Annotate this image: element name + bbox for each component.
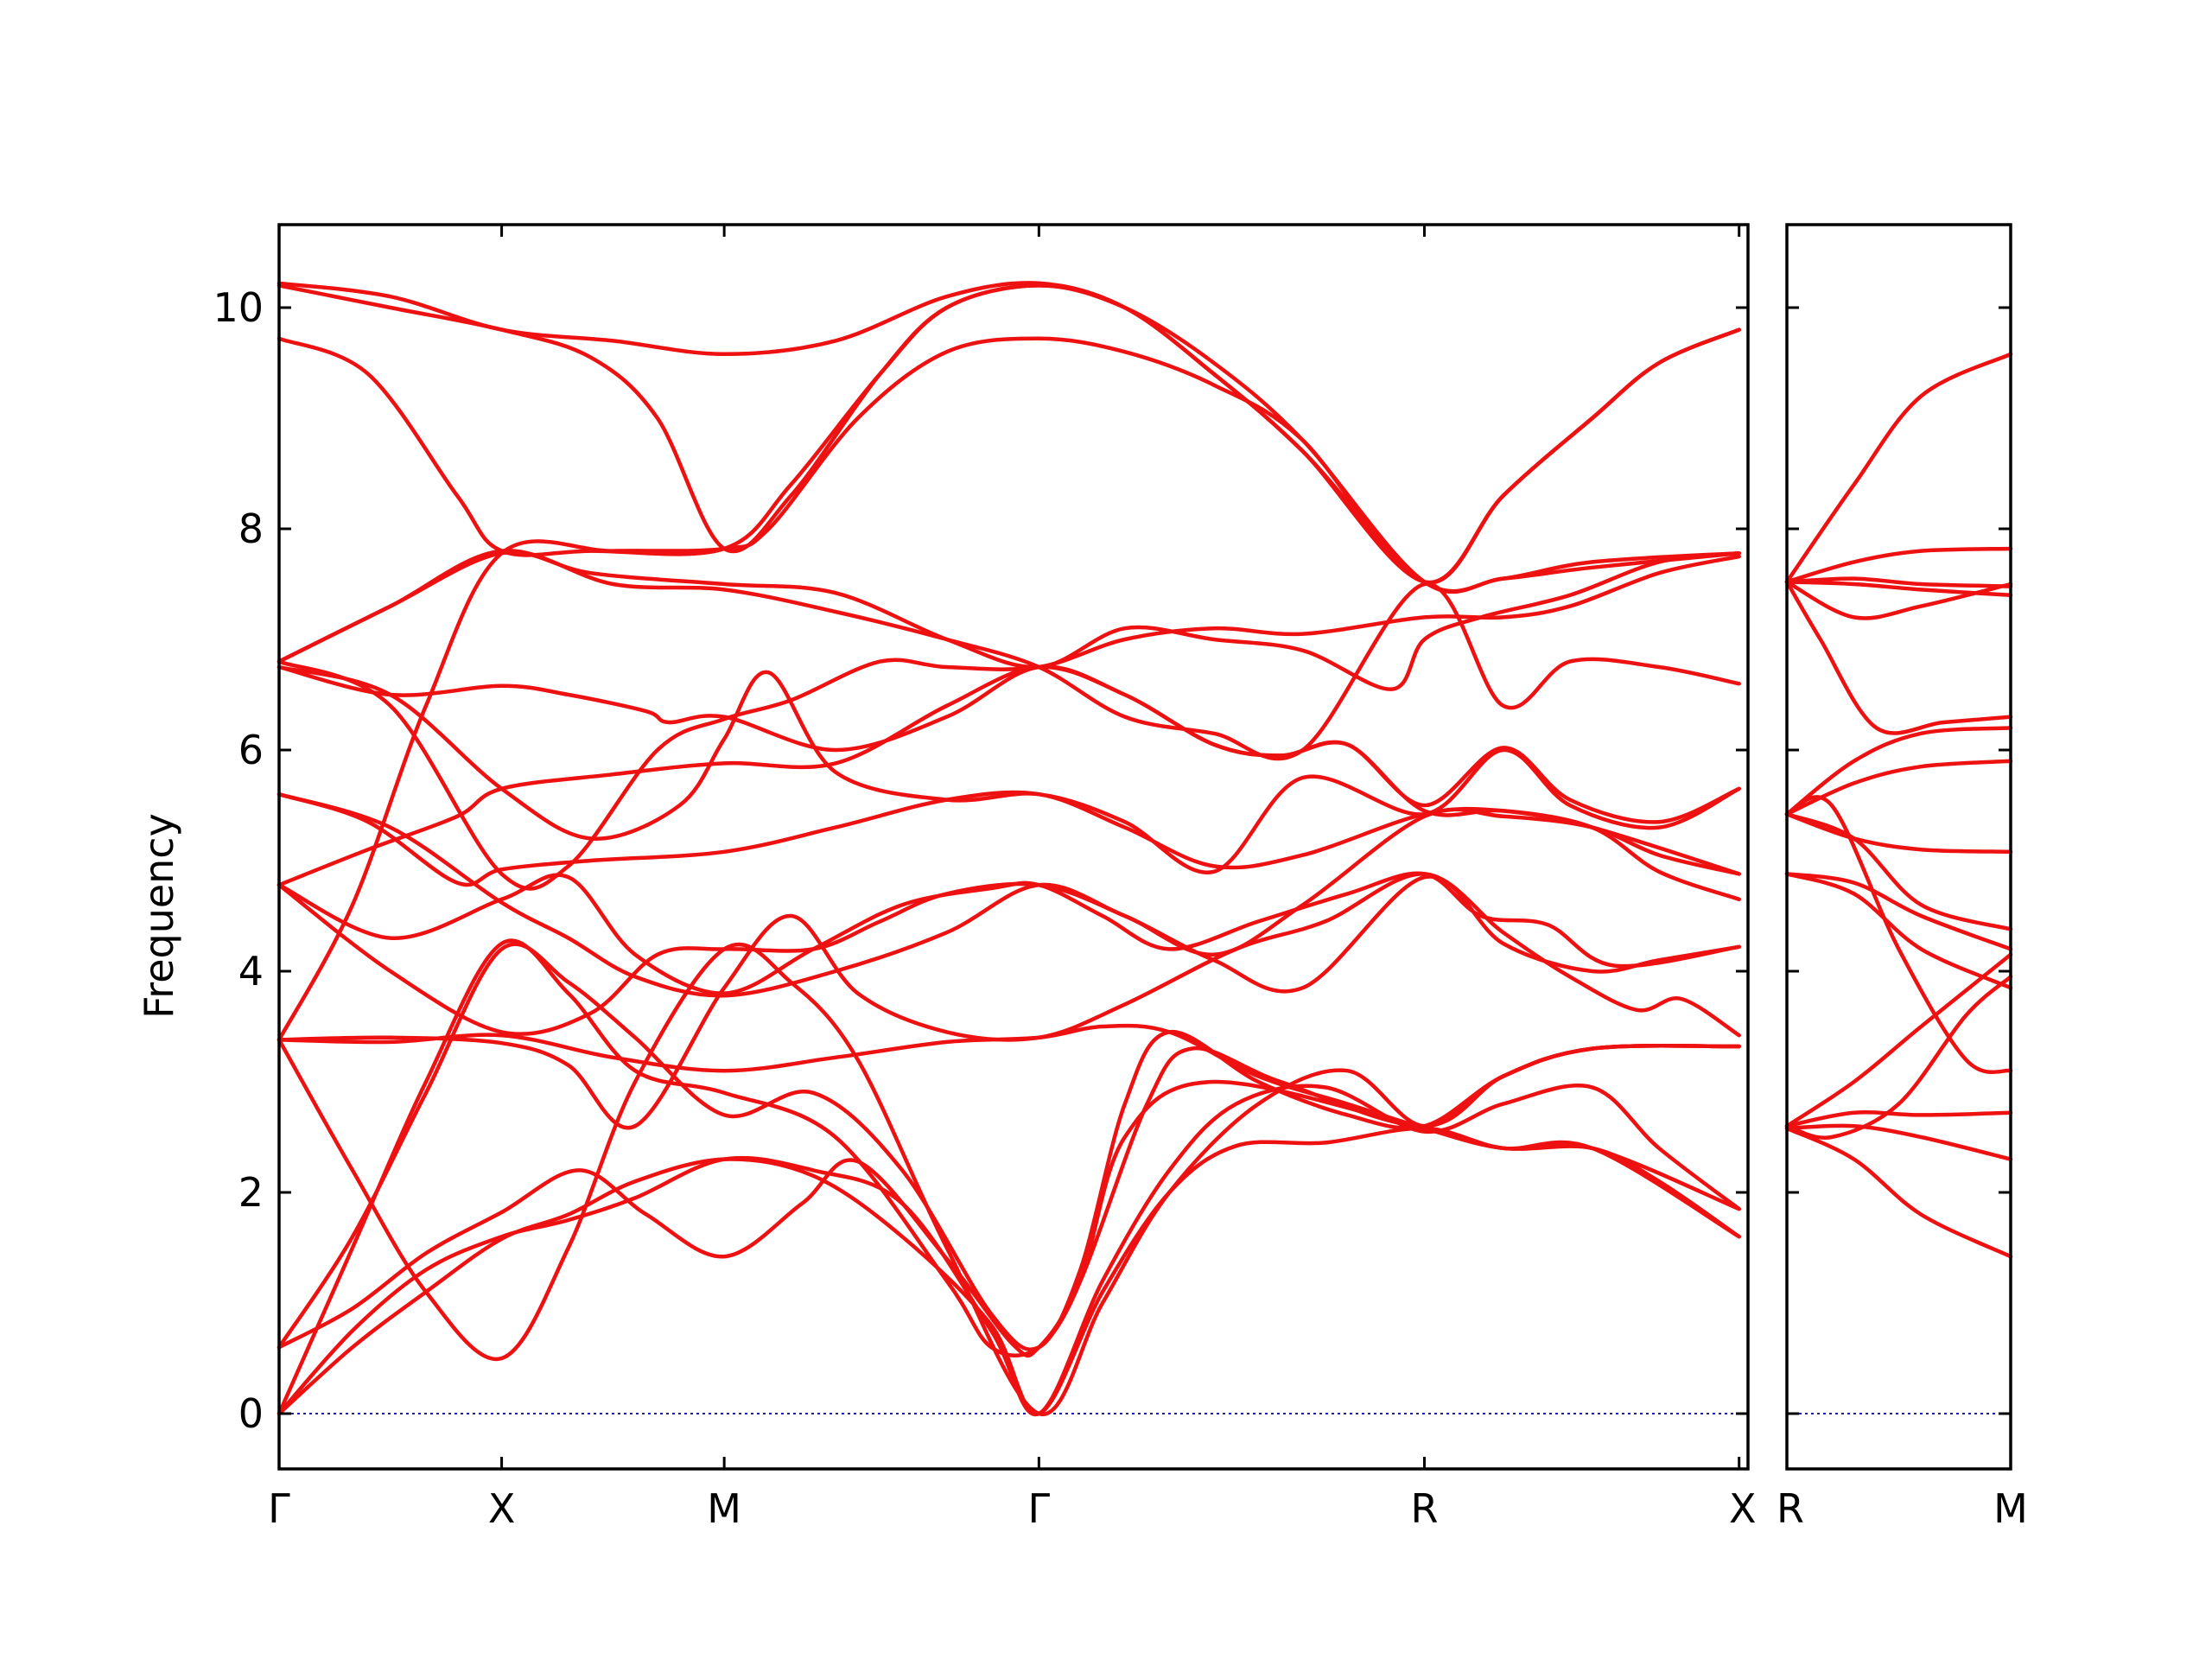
y-tick-label-6: 10 (213, 284, 264, 331)
side-x-tick-label-1: R (1777, 1485, 1804, 1532)
side-band-3 (1784, 1110, 2013, 1128)
side-band-12 (1784, 811, 2013, 931)
main-band-22 (276, 281, 1741, 594)
main-band-3 (276, 1044, 1741, 1358)
side-band-18 (1784, 352, 2013, 584)
side-band-11 (1784, 726, 2013, 817)
side-band-15 (1784, 580, 2013, 598)
y-tick-label-1: 0 (238, 1390, 264, 1437)
main-band-8 (276, 942, 1741, 1416)
side-band-9 (1784, 811, 2013, 855)
main-band-11 (276, 791, 1741, 998)
main-band-6 (276, 1023, 1741, 1211)
main-band-16 (276, 554, 1741, 891)
main-x-tick-label-3: M (707, 1485, 741, 1532)
main-x-tick-label-1: Γ (268, 1485, 290, 1532)
main-frame (277, 223, 1750, 1471)
side-band-2 (1784, 1123, 2013, 1161)
main-band-13 (276, 664, 1741, 887)
side-band-16 (1784, 576, 2013, 588)
main-band-18 (276, 549, 1741, 761)
side-band-4 (1784, 975, 2013, 1141)
main-band-15 (276, 664, 1741, 874)
main-band-20 (276, 283, 1741, 594)
y-tick-label-5: 8 (238, 505, 264, 552)
main-band-4 (276, 942, 1741, 1351)
side-x-tick-label-2: M (1993, 1485, 2028, 1532)
main-band-10 (276, 871, 1741, 995)
side-band-1 (1784, 1126, 2013, 1259)
side-frame (1785, 223, 2012, 1471)
side-band-6 (1784, 872, 2013, 990)
y-tick-label-2: 2 (238, 1169, 264, 1216)
y-axis: 0 2 4 6 8 10 (213, 284, 264, 1437)
main-band-14 (276, 664, 1741, 876)
side-band-10 (1784, 759, 2013, 817)
side-band-5 (1784, 952, 2013, 1128)
side-band-17 (1784, 546, 2013, 584)
y-tick-label-4: 6 (238, 727, 264, 773)
y-axis-title: Frequency (136, 813, 182, 1019)
main-band-2 (276, 1084, 1741, 1417)
side-band-8 (1784, 795, 2013, 1074)
main-x-tick-label-6: X (1729, 1485, 1757, 1532)
main-band-7 (276, 872, 1741, 1130)
side-band-13 (1784, 580, 2013, 735)
main-x-tick-label-4: Γ (1028, 1485, 1051, 1532)
side-band-7 (1784, 872, 2013, 951)
y-tick-label-3: 4 (238, 948, 264, 995)
main-band-21 (276, 283, 1741, 585)
main-x-tick-label-2: X (488, 1485, 516, 1532)
main-x-tick-label-5: R (1411, 1485, 1439, 1532)
